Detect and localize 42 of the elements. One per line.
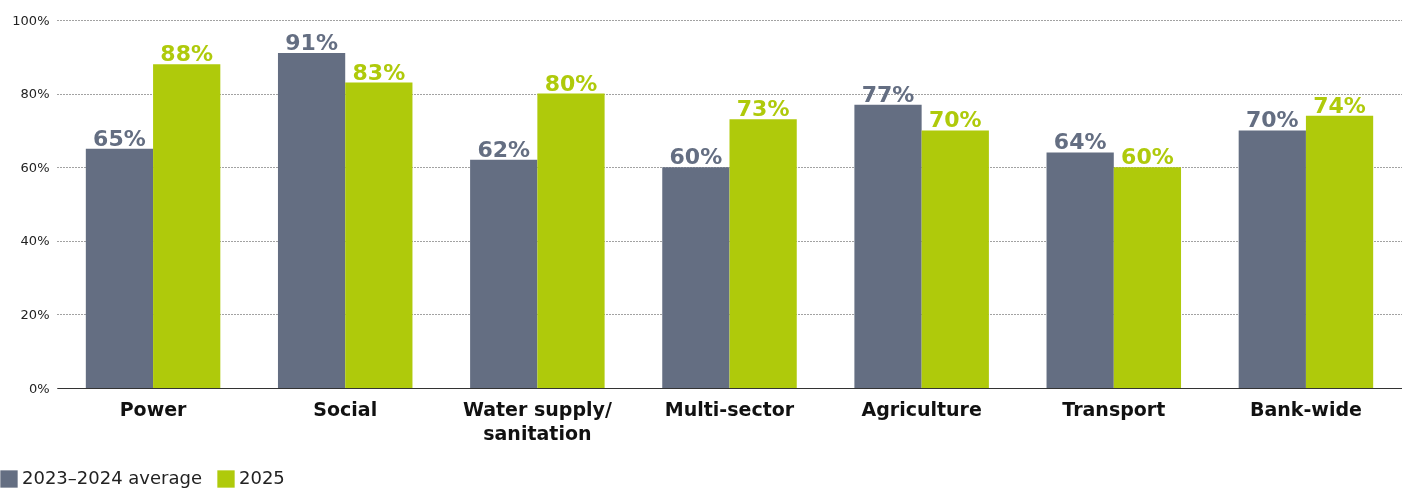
data-label: 62% xyxy=(477,136,531,162)
bar xyxy=(1046,152,1114,388)
data-label: 64% xyxy=(1053,129,1107,155)
x-tick-label: Water supply/ sanitation xyxy=(462,397,612,444)
x-tick-label: Multi-sector xyxy=(664,397,795,420)
x-tick-label: Power xyxy=(119,397,188,420)
y-tick-label: 0% xyxy=(28,380,50,396)
data-label: 73% xyxy=(736,96,790,122)
bar xyxy=(1113,167,1182,388)
data-label: 88% xyxy=(160,41,214,67)
data-label: 70% xyxy=(928,107,982,133)
data-label: 83% xyxy=(352,59,406,85)
bar xyxy=(470,159,538,388)
bar xyxy=(729,119,797,388)
data-label: 80% xyxy=(544,70,598,96)
bar xyxy=(277,53,346,388)
bar xyxy=(1238,130,1306,388)
bar xyxy=(537,93,605,388)
bar xyxy=(153,64,221,388)
bar xyxy=(85,148,154,388)
data-label: 70% xyxy=(1245,107,1299,133)
legend-label: 2023–2024 average xyxy=(22,467,203,488)
data-label: 91% xyxy=(285,30,338,56)
y-tick-label: 60% xyxy=(20,159,50,175)
y-tick-label: 20% xyxy=(20,306,50,322)
bar xyxy=(345,82,413,388)
bar xyxy=(662,167,730,388)
data-label: 60% xyxy=(1121,144,1174,170)
bar xyxy=(1305,115,1374,388)
x-tick-label: Bank-wide xyxy=(1249,397,1362,420)
x-tick-label: Transport xyxy=(1062,397,1166,420)
data-label: 74% xyxy=(1313,92,1366,118)
data-label: 60% xyxy=(669,144,723,170)
legend-label: 2025 xyxy=(239,467,285,488)
x-tick-label: Agriculture xyxy=(861,397,982,420)
bar xyxy=(921,130,989,388)
x-tick-label: Social xyxy=(313,397,378,420)
y-tick-label: 80% xyxy=(20,86,50,102)
data-label: 65% xyxy=(93,125,146,151)
y-tick-label: 40% xyxy=(20,233,50,249)
bar xyxy=(854,104,922,388)
y-tick-label: 100% xyxy=(12,12,50,28)
